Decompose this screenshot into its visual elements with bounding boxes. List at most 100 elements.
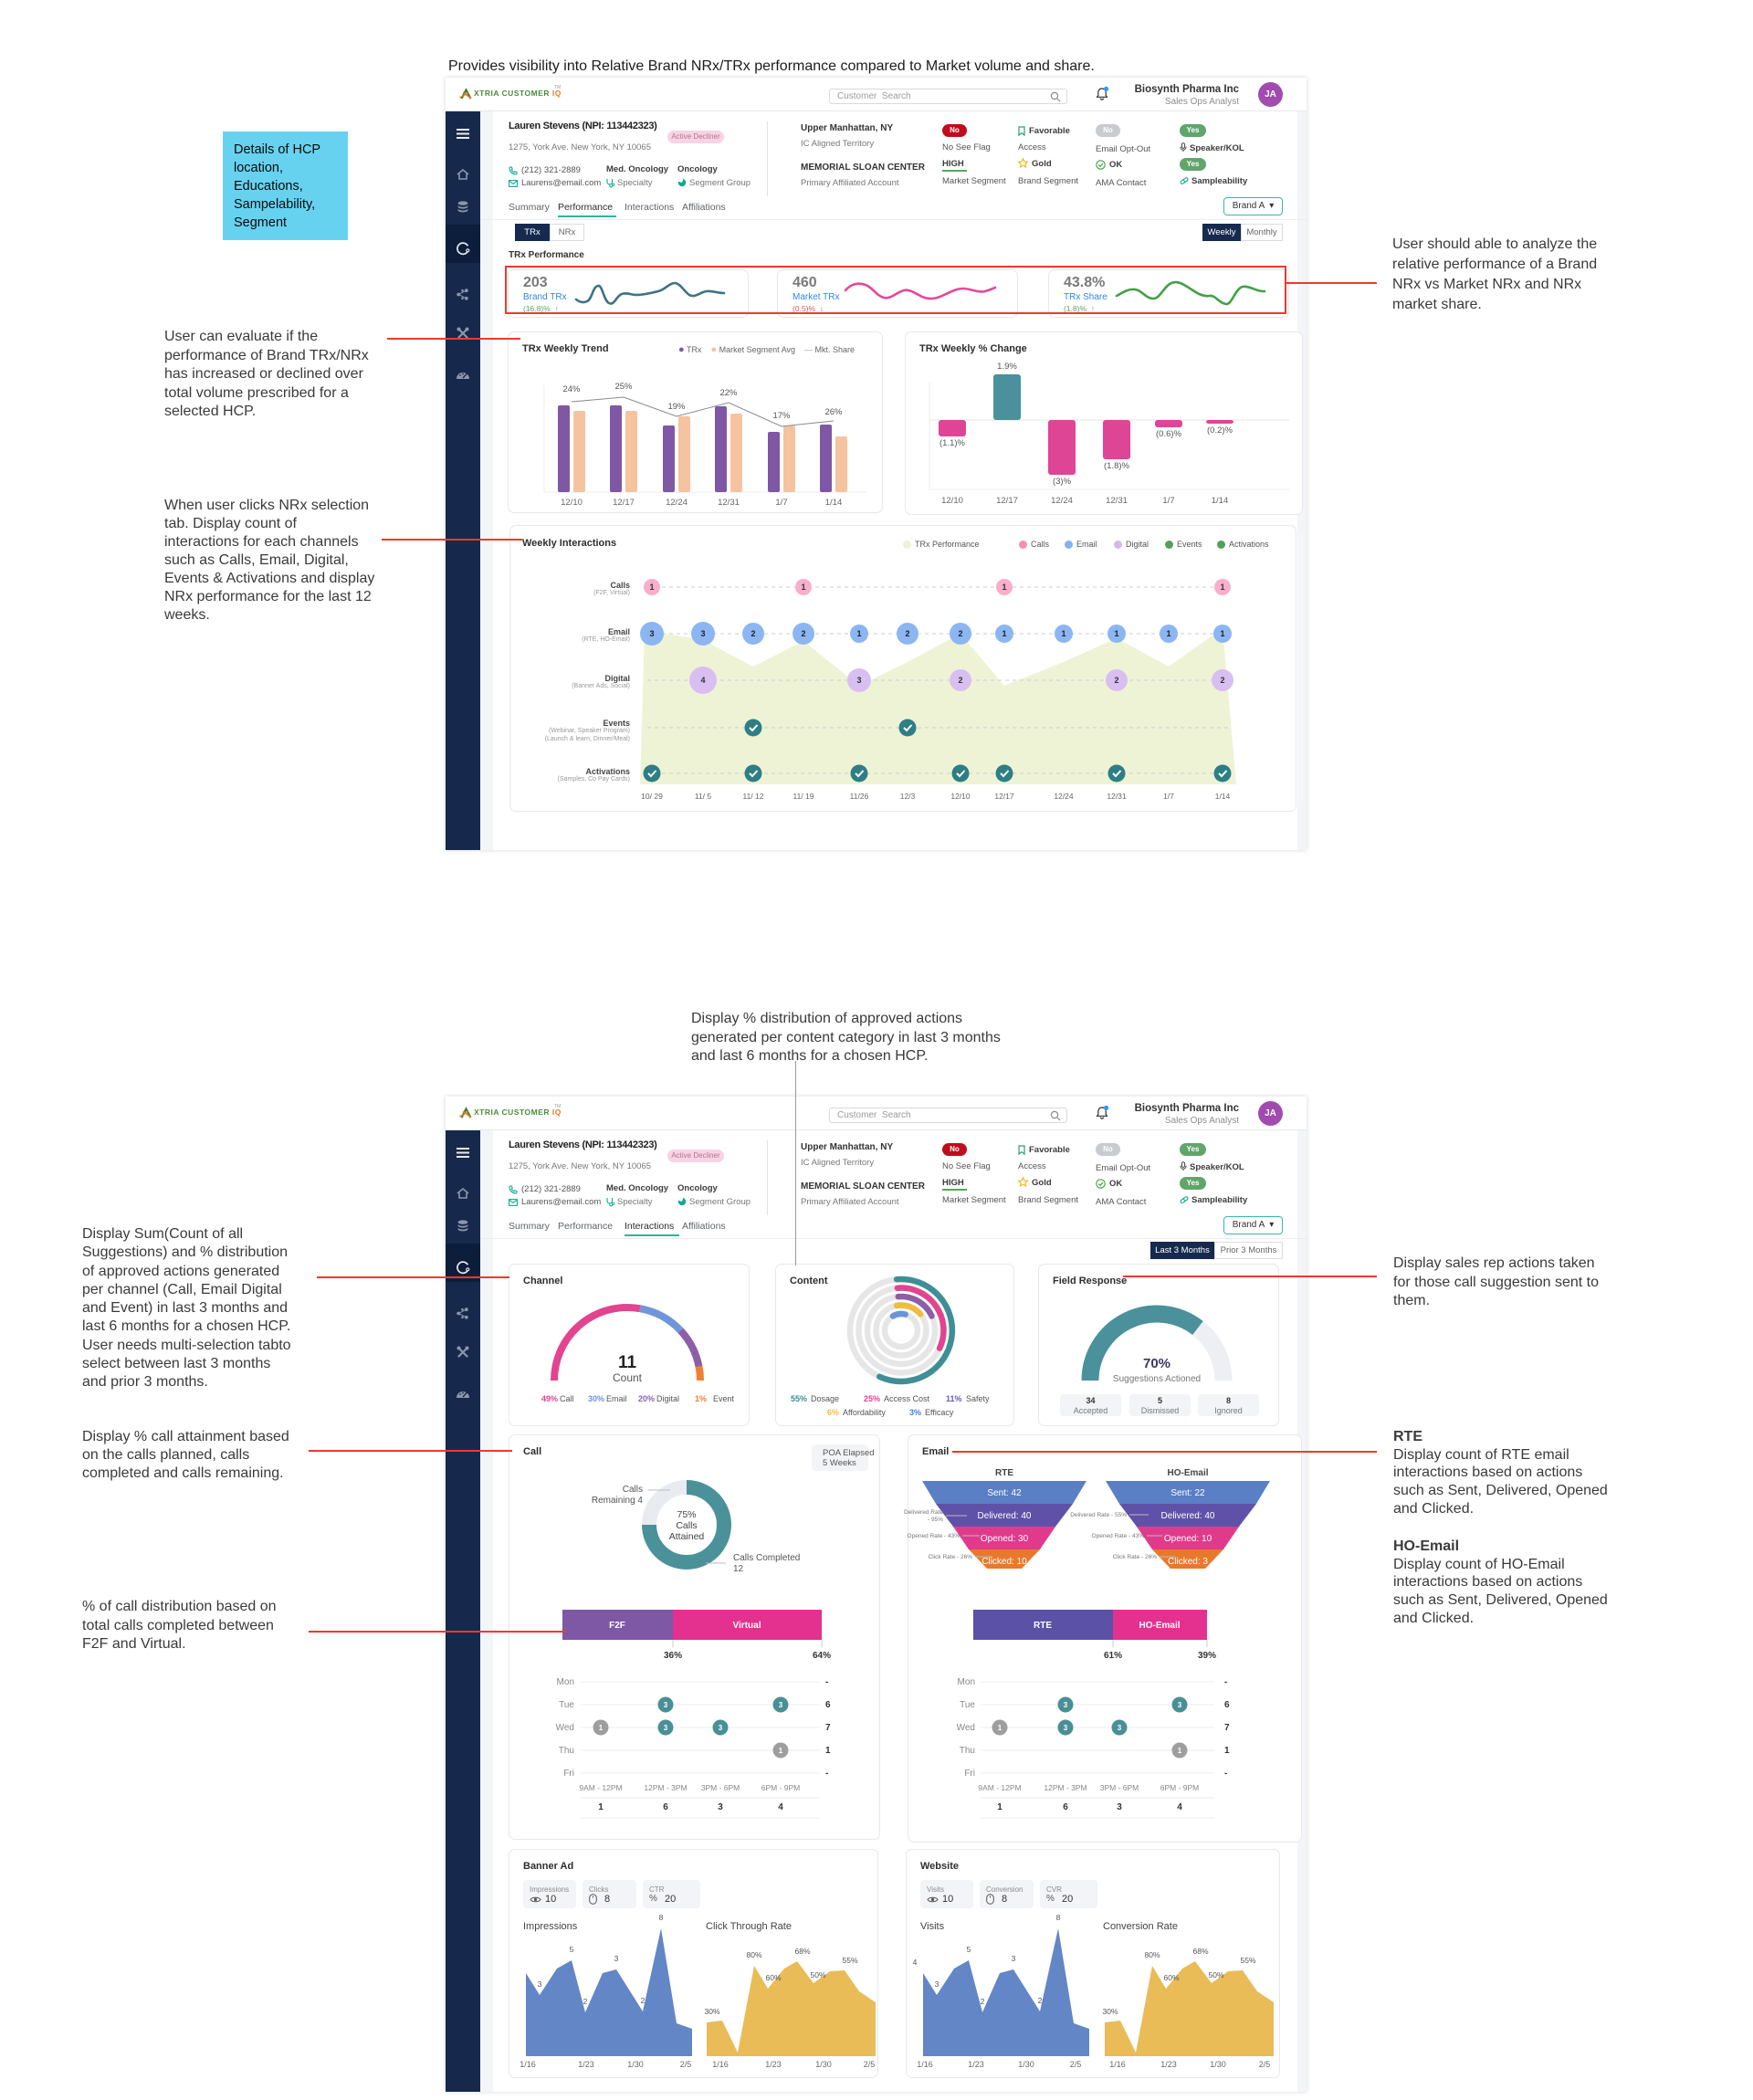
svg-text:12/10: 12/10: [561, 498, 583, 508]
svg-text:1: 1: [1114, 629, 1118, 638]
svg-text:11/ 19: 11/ 19: [793, 792, 814, 801]
svg-text:Delivered: 40: Delivered: 40: [978, 1511, 1032, 1521]
svg-text:7: 7: [825, 1723, 831, 1733]
svg-text:2: 2: [583, 1997, 588, 2006]
svg-text:1.9%: 1.9%: [997, 362, 1017, 372]
svg-text:Fri: Fri: [563, 1769, 574, 1779]
svg-text:10/ 29: 10/ 29: [641, 792, 663, 801]
svg-text:2/5: 2/5: [1259, 2060, 1271, 2069]
svg-text:1/23: 1/23: [1160, 2060, 1177, 2069]
svg-text:Email: Email: [606, 1394, 627, 1403]
svg-text:3: 3: [719, 1724, 723, 1732]
svg-text:1/16: 1/16: [1109, 2060, 1126, 2069]
svg-text:Mon: Mon: [557, 1677, 574, 1687]
svg-text:2: 2: [958, 676, 962, 685]
svg-text:1: 1: [998, 1724, 1002, 1732]
svg-text:5: 5: [967, 1945, 971, 1954]
svg-text:6: 6: [1224, 1700, 1230, 1710]
svg-text:6PM - 9PM: 6PM - 9PM: [761, 1783, 801, 1792]
svg-text:Click Rate - 26%: Click Rate - 26%: [1113, 1554, 1158, 1560]
svg-text:2: 2: [751, 629, 755, 638]
svg-text:11/ 5: 11/ 5: [695, 792, 712, 801]
svg-text:Delivered Rate: Delivered Rate: [904, 1509, 943, 1516]
svg-text:55%: 55%: [1240, 1956, 1255, 1965]
svg-text:Opened: 10: Opened: 10: [1164, 1534, 1212, 1544]
svg-text:1/16: 1/16: [917, 2060, 933, 2069]
svg-text:12/17: 12/17: [994, 792, 1014, 801]
svg-text:Calls Completed: Calls Completed: [733, 1553, 800, 1563]
svg-text:3: 3: [700, 629, 705, 638]
svg-text:1: 1: [1061, 629, 1065, 638]
svg-text:9AM - 12PM: 9AM - 12PM: [978, 1783, 1021, 1792]
svg-text:12/31: 12/31: [1107, 792, 1127, 801]
svg-text:Clicked: 10: Clicked: 10: [981, 1557, 1027, 1567]
svg-text:75%: 75%: [677, 1509, 696, 1520]
svg-text:Affordability: Affordability: [843, 1408, 886, 1417]
svg-text:4: 4: [913, 1958, 918, 1967]
svg-text:1/23: 1/23: [968, 2060, 984, 2069]
svg-text:1/16: 1/16: [520, 2060, 536, 2069]
svg-text:(0.6)%: (0.6)%: [1156, 429, 1182, 439]
svg-text:1/14: 1/14: [1215, 792, 1231, 801]
svg-text:26%: 26%: [824, 407, 843, 417]
svg-text:12/24: 12/24: [666, 498, 688, 508]
svg-text:30%: 30%: [588, 1394, 604, 1403]
svg-text:12/24: 12/24: [1051, 496, 1073, 506]
svg-text:30%: 30%: [704, 2007, 719, 2016]
svg-text:3: 3: [1064, 1701, 1068, 1709]
svg-text:2/5: 2/5: [864, 2060, 876, 2069]
svg-text:1/14: 1/14: [1212, 496, 1229, 506]
svg-text:6PM - 9PM: 6PM - 9PM: [1160, 1783, 1200, 1792]
svg-text:3: 3: [1178, 1701, 1182, 1709]
svg-text:1/23: 1/23: [765, 2060, 782, 2069]
svg-text:20%: 20%: [638, 1394, 655, 1403]
svg-text:1/30: 1/30: [1018, 2060, 1034, 2069]
svg-text:60%: 60%: [765, 1973, 781, 1982]
svg-text:1: 1: [1166, 629, 1170, 638]
svg-text:Wed: Wed: [957, 1723, 975, 1733]
svg-text:6: 6: [663, 1802, 668, 1812]
svg-text:HO-Email: HO-Email: [1167, 1468, 1208, 1478]
svg-text:1%: 1%: [695, 1394, 707, 1403]
svg-text:3: 3: [718, 1802, 723, 1812]
svg-text:6: 6: [825, 1700, 831, 1710]
svg-text:Sent: 42: Sent: 42: [987, 1488, 1022, 1498]
svg-text:25%: 25%: [614, 382, 633, 392]
svg-text:1: 1: [1220, 583, 1224, 592]
svg-text:55%: 55%: [842, 1956, 857, 1965]
svg-text:1: 1: [1220, 629, 1224, 638]
svg-text:1/23: 1/23: [578, 2060, 594, 2069]
svg-text:Fri: Fri: [964, 1769, 975, 1779]
svg-text:36%: 36%: [664, 1651, 682, 1661]
svg-text:49%: 49%: [541, 1394, 558, 1403]
svg-text:3: 3: [614, 1954, 619, 1963]
svg-text:2: 2: [958, 629, 962, 638]
svg-text:12/24: 12/24: [1054, 792, 1074, 801]
svg-text:12/10: 12/10: [941, 496, 963, 506]
svg-text:68%: 68%: [794, 1947, 810, 1956]
svg-text:Opened Rate - 43%: Opened Rate - 43%: [1092, 1533, 1145, 1539]
svg-text:12/17: 12/17: [996, 496, 1018, 506]
svg-text:3: 3: [538, 1979, 542, 1989]
svg-text:12/31: 12/31: [1106, 496, 1128, 506]
svg-text:F2F: F2F: [609, 1621, 625, 1631]
svg-text:30%: 30%: [1102, 2007, 1118, 2016]
svg-text:3: 3: [1118, 1724, 1122, 1732]
svg-text:19%: 19%: [667, 402, 686, 412]
svg-text:3: 3: [1117, 1802, 1122, 1812]
svg-text:12PM - 3PM: 12PM - 3PM: [1044, 1783, 1086, 1792]
svg-text:11/ 12: 11/ 12: [742, 792, 763, 801]
svg-text:RTE: RTE: [995, 1468, 1013, 1478]
svg-text:(0.2)%: (0.2)%: [1207, 425, 1233, 436]
svg-text:RTE: RTE: [1034, 1621, 1052, 1631]
svg-text:Sent: 22: Sent: 22: [1170, 1488, 1205, 1498]
svg-text:1/7: 1/7: [775, 498, 787, 508]
svg-text:(1.1)%: (1.1)%: [939, 438, 966, 448]
svg-text:9AM - 12PM: 9AM - 12PM: [579, 1783, 622, 1792]
svg-text:Remaining 4: Remaining 4: [592, 1496, 644, 1506]
svg-text:-: -: [825, 1677, 828, 1687]
svg-text:17%: 17%: [772, 411, 791, 421]
svg-text:HO-Email: HO-Email: [1139, 1621, 1180, 1631]
svg-text:(1.8)%: (1.8)%: [1104, 461, 1130, 471]
svg-text:Clicked: 3: Clicked: 3: [1168, 1557, 1208, 1567]
